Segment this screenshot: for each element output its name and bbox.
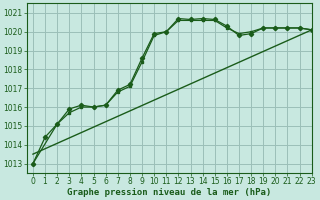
- X-axis label: Graphe pression niveau de la mer (hPa): Graphe pression niveau de la mer (hPa): [67, 188, 271, 197]
